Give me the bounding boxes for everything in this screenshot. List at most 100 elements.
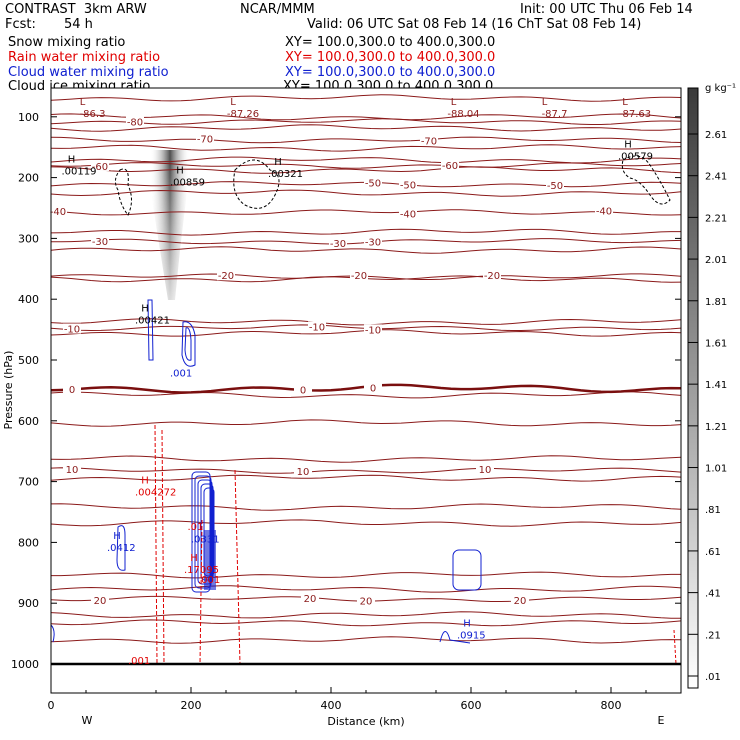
colorbar-label: 2.21 [705, 213, 727, 224]
contour-label-bg [357, 595, 375, 606]
temperature-contour-label: -50 [547, 181, 563, 192]
x-tick-label: 0 [48, 699, 55, 712]
field-xy-rain: XY= 100.0,300.0 to 400.0,300.0 [285, 50, 496, 65]
contour-label-bg [399, 179, 417, 190]
contour-label-bg [217, 270, 235, 281]
colorbar-unit: g kg⁻¹ [705, 83, 736, 94]
contour-label-bg [595, 205, 613, 216]
high-label: H [190, 553, 198, 564]
snow-contour [233, 159, 280, 209]
field-xy-cloud-water: XY= 100.0,300.0 to 400.0,300.0 [285, 65, 496, 80]
x-tick-label: 600 [461, 699, 482, 712]
colorbar-label: 2.01 [705, 255, 727, 266]
cloud-ice-contour [147, 299, 154, 361]
temperature-contour-line [50, 455, 682, 463]
contour-value-label: .001 [170, 368, 192, 379]
low-label: L [80, 97, 86, 108]
cloud-water-contour [50, 624, 55, 643]
temperature-contour-label: -10 [64, 325, 80, 336]
colorbar-label: 2.61 [705, 130, 727, 141]
y-tick-label: 900 [18, 597, 39, 610]
temperature-contour-line [50, 166, 682, 174]
y-tick-label: 800 [18, 536, 39, 549]
contour-label-bg [294, 384, 312, 395]
contour-label-bg [483, 270, 501, 281]
temperature-contour-label: -20 [218, 271, 234, 282]
contour-value-label: .01 [188, 522, 204, 533]
field-xy-snow: XY= 100.0,300.0 to 400.0,300.0 [285, 35, 496, 50]
temperature-contour-line [50, 391, 682, 399]
org-label: NCAR/MMM [240, 2, 315, 17]
temperature-contour-line [50, 124, 682, 132]
low-value: -86.3 [80, 109, 106, 120]
contour-label-bg [294, 466, 312, 477]
high-value: .17095 [184, 565, 219, 576]
temperature-contour-line [50, 503, 682, 511]
y-tick-label: 500 [18, 354, 39, 367]
high-label: H [68, 155, 76, 166]
temperature-contour-label: 10 [479, 465, 492, 476]
temperature-contour-line [50, 636, 682, 644]
y-tick-label: 600 [18, 415, 39, 428]
contour-label-bg [399, 208, 417, 219]
contour-label-bg [364, 324, 382, 335]
y-tick-label: 200 [18, 172, 39, 185]
temperature-contour-label: 20 [514, 596, 527, 607]
low-value: -88.04 [447, 109, 479, 120]
high-value: .00579 [618, 151, 653, 162]
y-tick-label: 300 [18, 232, 39, 245]
temperature-contour-line [50, 113, 682, 121]
temperature-contour-line [50, 611, 681, 619]
contour-value-label: .001 [198, 575, 220, 586]
temperature-contour-line [50, 246, 682, 254]
colorbar-label: .81 [705, 505, 721, 516]
contour-label-bg [63, 323, 81, 334]
temperature-contour-label: 20 [94, 596, 107, 607]
temperature-contour-label: -40 [400, 209, 416, 220]
x-tick-label: 200 [181, 699, 202, 712]
high-label: H [624, 139, 632, 150]
temperature-contour-label: 0 [300, 386, 306, 397]
high-value: .00421 [135, 316, 170, 327]
y-tick-label: 100 [18, 111, 39, 124]
field-name-snow: Snow mixing ratio [8, 35, 126, 50]
colorbar-label: .41 [705, 589, 721, 600]
contour-label-bg [63, 384, 81, 395]
low-label: L [622, 97, 628, 108]
colorbar-label: 1.21 [705, 422, 727, 433]
temperature-contour-label: -40 [596, 207, 612, 218]
high-label: H [463, 618, 471, 629]
temperature-contour-label: -10 [365, 325, 381, 336]
temperature-contour--40 [50, 209, 682, 216]
temperature-contour-label: 20 [304, 594, 317, 605]
high-label: H [113, 531, 121, 542]
x-axis-label: Distance (km) [327, 715, 404, 728]
temperature-contour-label: 10 [66, 465, 79, 476]
temperature-contour-line [50, 144, 682, 152]
cloud-water-contour [184, 327, 192, 361]
temperature-contour-label: 0 [370, 384, 376, 395]
contour-label-bg [441, 159, 459, 170]
temperature-contour-label: 0 [69, 385, 75, 396]
rain-contour [673, 629, 677, 665]
rain-contour [154, 424, 165, 665]
temperature-contour-label: 10 [297, 467, 310, 478]
contour-label-bg [196, 133, 214, 144]
temperature-contour-label: 20 [360, 597, 373, 608]
valid-label: Valid: 06 UTC Sat 08 Feb 14 (16 ChT Sat … [307, 17, 642, 32]
colorbar [687, 87, 699, 689]
temperature-contour-label: -10 [309, 322, 325, 333]
temperature-contour-label: -80 [127, 117, 143, 128]
field-name-cloud-water: Cloud water mixing ratio [8, 65, 169, 80]
colorbar-label: 1.81 [705, 297, 727, 308]
contour-label-bg [364, 177, 382, 188]
contour-label-bg [91, 235, 109, 246]
contour-label-bg [49, 206, 67, 217]
temperature-contour-label: -60 [442, 161, 458, 172]
temperature-contour--80 [50, 118, 682, 125]
colorbar-label: 2.41 [705, 172, 727, 183]
contour-label-bg [364, 236, 382, 247]
temperature-contour--70 [50, 136, 682, 144]
contour-label-bg [308, 321, 326, 332]
